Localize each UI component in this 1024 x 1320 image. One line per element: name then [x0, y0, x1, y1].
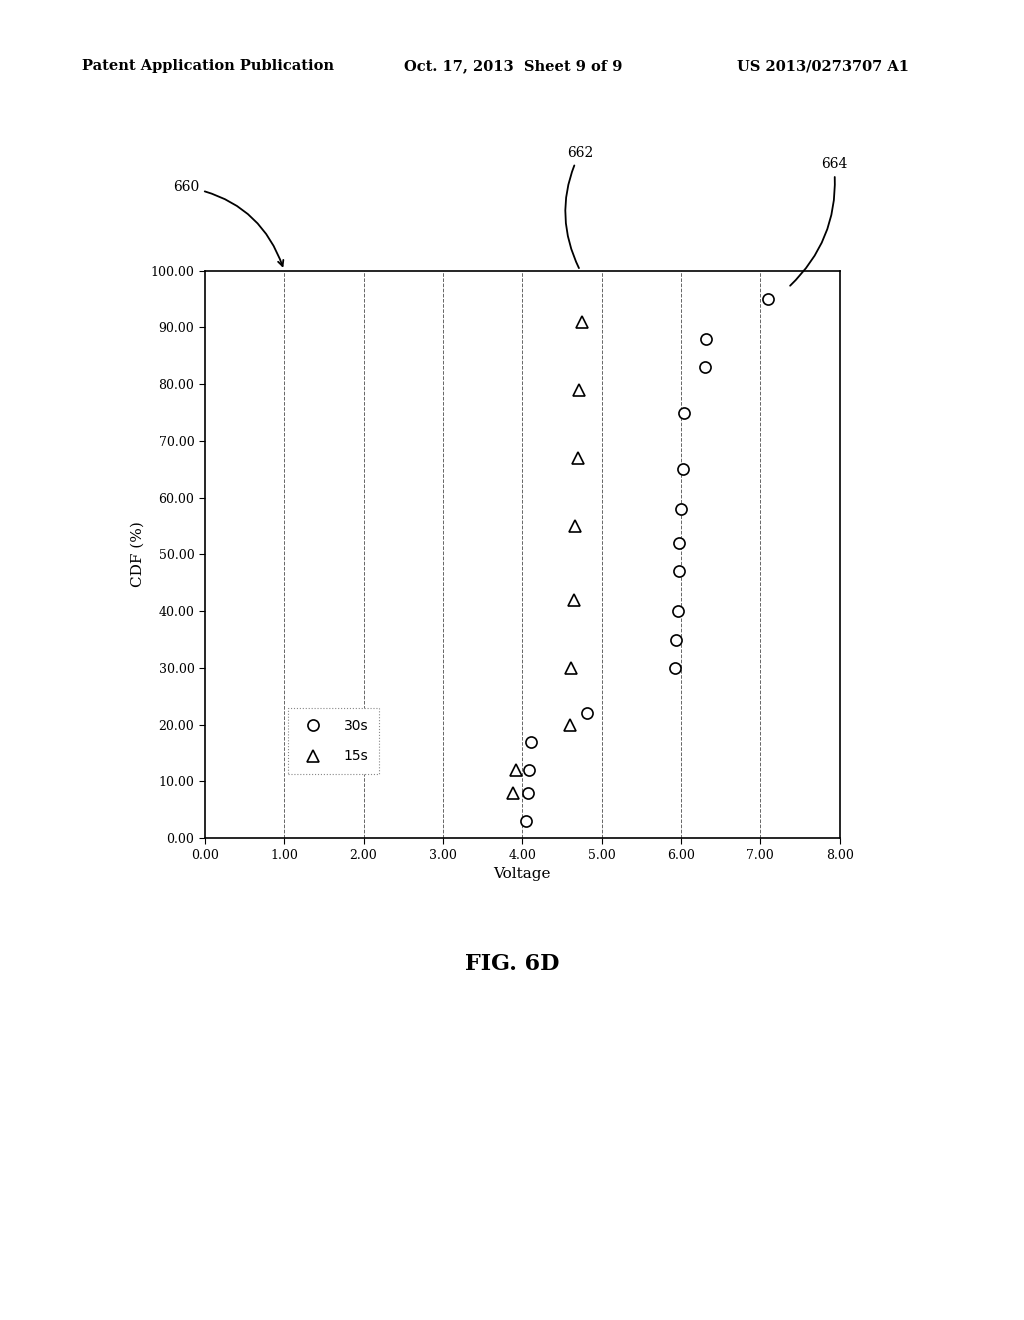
Text: FIG. 6D: FIG. 6D	[465, 953, 559, 974]
Text: 662: 662	[565, 147, 593, 268]
Legend: 30s, 15s: 30s, 15s	[288, 708, 379, 775]
Y-axis label: CDF (%): CDF (%)	[131, 521, 145, 587]
Text: 660: 660	[173, 180, 284, 267]
X-axis label: Voltage: Voltage	[494, 867, 551, 882]
Text: US 2013/0273707 A1: US 2013/0273707 A1	[737, 59, 909, 74]
Text: Patent Application Publication: Patent Application Publication	[82, 59, 334, 74]
Text: Oct. 17, 2013  Sheet 9 of 9: Oct. 17, 2013 Sheet 9 of 9	[404, 59, 623, 74]
Text: 664: 664	[791, 157, 847, 285]
